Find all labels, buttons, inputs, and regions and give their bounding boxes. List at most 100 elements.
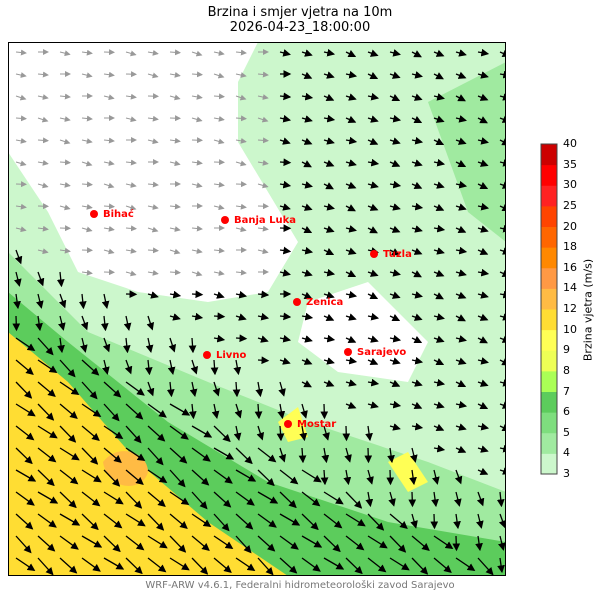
wind-arrow — [169, 203, 181, 210]
wind-arrow — [213, 557, 232, 573]
wind-arrow — [255, 381, 264, 398]
wind-arrow — [59, 50, 71, 57]
wind-arrow — [432, 469, 440, 485]
wind-arrow — [411, 291, 423, 299]
wind-arrow — [235, 137, 247, 144]
wind-arrow — [81, 447, 99, 465]
wind-arrow — [37, 469, 55, 487]
wind-arrow — [455, 71, 467, 79]
wind-arrow — [477, 48, 490, 57]
wind-arrow — [279, 469, 299, 485]
wind-arrow — [477, 422, 490, 431]
wind-arrow — [169, 425, 189, 440]
wind-arrow — [367, 92, 380, 101]
wind-arrow — [125, 447, 146, 462]
wind-arrow — [279, 491, 297, 509]
wind-arrow — [433, 292, 444, 300]
wind-arrow — [102, 337, 111, 353]
city-marker: Livno — [203, 350, 246, 361]
wind-arrow — [389, 357, 401, 365]
wind-arrow — [411, 225, 423, 233]
colorbar-tick-label: 40 — [563, 137, 577, 150]
city-dot — [370, 250, 378, 258]
wind-arrow — [477, 247, 489, 255]
wind-arrow — [100, 315, 109, 332]
wind-arrow — [257, 94, 269, 100]
wind-arrow — [15, 447, 33, 465]
wind-arrow — [235, 313, 247, 321]
city-marker: Bihać — [90, 208, 134, 220]
wind-arrow — [499, 290, 506, 299]
wind-arrow — [389, 513, 408, 529]
wind-arrow — [279, 269, 291, 277]
wind-arrow — [15, 160, 27, 167]
wind-arrow — [59, 491, 77, 509]
colorbar-segment — [541, 226, 557, 248]
wind-arrow — [301, 137, 313, 145]
wind-arrow — [191, 535, 210, 551]
wind-arrow — [235, 557, 256, 572]
wind-arrow — [59, 513, 81, 526]
wind-arrow — [235, 203, 247, 210]
wind-arrow — [58, 293, 67, 309]
wind-arrow — [146, 381, 155, 397]
wind-arrow — [37, 337, 54, 356]
wind-arrow — [59, 425, 77, 443]
wind-arrow — [81, 203, 93, 210]
wind-arrow — [169, 469, 186, 488]
colorbar — [540, 143, 558, 475]
wind-arrow — [235, 513, 254, 530]
wind-arrow — [433, 557, 452, 573]
wind-arrow — [59, 557, 78, 574]
wind-arrow — [102, 359, 110, 375]
wind-arrow — [147, 181, 159, 188]
colorbar-label: Brzina vjetra (m/s) — [581, 258, 595, 362]
wind-arrow — [278, 447, 287, 463]
wind-arrow — [323, 93, 335, 101]
wind-arrow — [433, 93, 445, 101]
wind-arrow — [191, 159, 203, 166]
wind-arrow — [15, 226, 27, 233]
wind-arrow — [411, 313, 423, 321]
wind-arrow — [213, 425, 231, 443]
wind-arrow — [81, 115, 93, 122]
wind-arrow — [81, 513, 99, 531]
colorbar-segment — [541, 247, 557, 269]
wind-arrow — [477, 357, 489, 365]
wind-arrow — [125, 469, 144, 485]
wind-arrow — [147, 49, 159, 56]
wind-arrow — [411, 247, 423, 255]
wind-arrow — [125, 116, 137, 123]
wind-arrow — [433, 203, 445, 211]
wind-arrow — [59, 403, 78, 419]
wind-arrow — [477, 137, 489, 145]
colorbar-segment — [541, 370, 557, 392]
wind-arrow — [167, 359, 176, 375]
wind-arrow — [499, 93, 506, 101]
wind-arrow — [103, 381, 122, 398]
wind-arrow — [59, 93, 71, 100]
city-marker: Sarajevo — [344, 347, 406, 358]
wind-arrow — [455, 445, 467, 453]
colorbar-tick-label: 25 — [563, 198, 577, 212]
colorbar-tick-label: 12 — [563, 302, 577, 315]
wind-arrow — [257, 116, 269, 123]
wind-arrow — [213, 93, 225, 100]
calm-pocket-central — [298, 282, 428, 382]
wind-arrow — [101, 293, 110, 309]
wind-arrow — [37, 94, 49, 100]
wind-arrow — [433, 181, 445, 189]
wind-arrow — [277, 403, 286, 420]
wind-arrow — [103, 513, 123, 529]
wind-arrow — [257, 159, 269, 166]
wind-arrow — [15, 49, 27, 56]
wind-arrow — [499, 269, 506, 277]
wind-arrow — [58, 315, 66, 331]
wind-arrow — [190, 359, 199, 375]
wind-arrow — [169, 290, 182, 299]
wind-arrow — [125, 270, 137, 277]
wind-arrow — [103, 491, 124, 505]
wind-arrow — [191, 557, 209, 575]
wind-arrow — [81, 138, 93, 144]
wind-arrow — [411, 535, 430, 551]
